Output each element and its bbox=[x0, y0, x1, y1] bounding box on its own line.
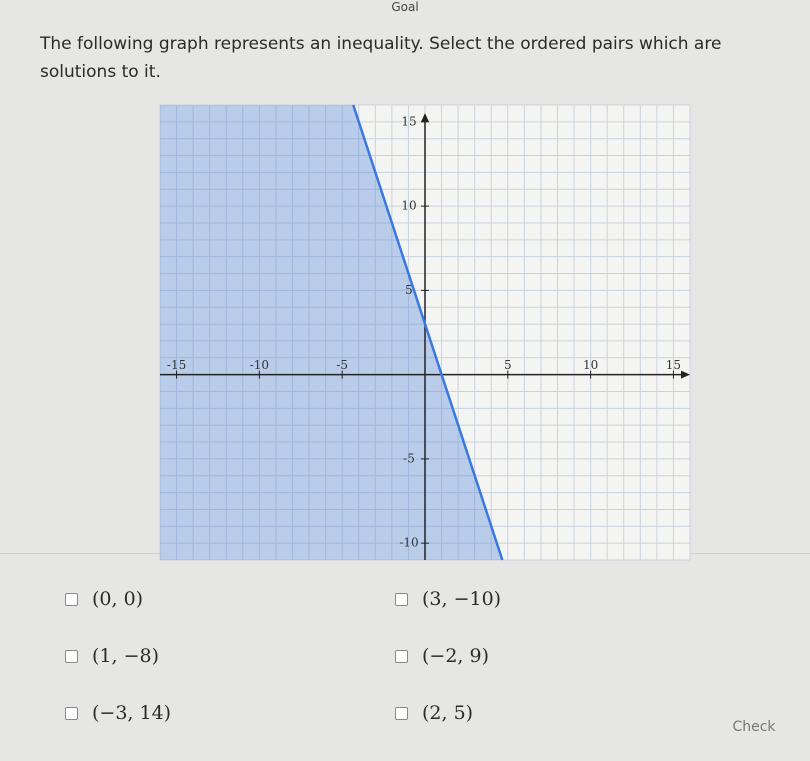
checkbox[interactable] bbox=[395, 592, 408, 606]
x-tick-label: -5 bbox=[336, 358, 348, 372]
option[interactable]: (1, −8) bbox=[65, 645, 159, 667]
option[interactable]: (3, −10) bbox=[395, 588, 501, 610]
header-title: Goal bbox=[391, 0, 419, 14]
x-arrow bbox=[681, 370, 690, 379]
y-tick-label: -10 bbox=[399, 536, 418, 550]
y-arrow bbox=[421, 113, 429, 122]
checkbox[interactable] bbox=[395, 649, 408, 663]
option-label: (3, −10) bbox=[422, 588, 502, 610]
option[interactable]: (−3, 14) bbox=[65, 702, 171, 724]
y-tick-label: -5 bbox=[403, 451, 415, 465]
graph: -15 -10 -5 5 10 15 -10 -5 5 10 15 bbox=[159, 104, 691, 561]
check-button[interactable]: Check bbox=[722, 712, 786, 742]
x-tick-label: 15 bbox=[666, 358, 681, 372]
checkbox[interactable] bbox=[65, 592, 78, 606]
x-tick-label: -15 bbox=[167, 358, 186, 372]
option-label: (−3, 14) bbox=[92, 702, 172, 724]
option[interactable]: (−2, 9) bbox=[395, 645, 489, 667]
option-label: (2, 5) bbox=[422, 702, 474, 724]
option[interactable]: (0, 0) bbox=[65, 588, 143, 610]
y-tick-label: 5 bbox=[405, 283, 413, 297]
boundary-line bbox=[352, 104, 504, 561]
checkbox[interactable] bbox=[65, 706, 78, 720]
x-tick-label: 5 bbox=[504, 358, 512, 372]
y-tick-label: 10 bbox=[401, 199, 416, 213]
checkbox[interactable] bbox=[395, 706, 408, 720]
option-label: (0, 0) bbox=[92, 588, 144, 610]
option[interactable]: (2, 5) bbox=[395, 702, 473, 724]
x-tick-label: 10 bbox=[583, 358, 598, 372]
option-label: (−2, 9) bbox=[422, 645, 490, 667]
solution-region bbox=[160, 105, 503, 560]
question: The following graph represents an inequa… bbox=[40, 34, 722, 82]
y-tick-label: 15 bbox=[401, 114, 416, 128]
checkbox[interactable] bbox=[65, 649, 78, 663]
x-tick-label: -10 bbox=[250, 358, 269, 372]
option-label: (1, −8) bbox=[92, 645, 160, 667]
